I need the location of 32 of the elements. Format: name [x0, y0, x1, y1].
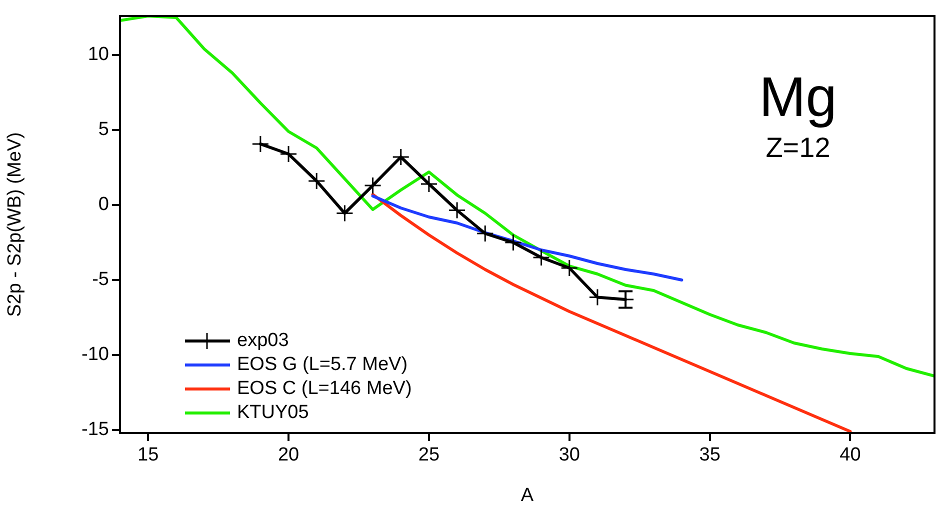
x-tick-label: 15	[138, 444, 159, 466]
x-tick-label: 20	[278, 444, 300, 466]
legend-label: KTUY05	[237, 402, 309, 424]
point	[392, 148, 410, 166]
y-tick-label: -15	[82, 419, 109, 440]
legend-label: EOS G (L=5.7 MeV)	[237, 354, 408, 376]
y-tick-label: -10	[82, 344, 109, 366]
legend-label: exp03	[237, 330, 289, 352]
y-axis-title: S2p - S2p(WB) (MeV)	[4, 132, 26, 317]
point	[280, 145, 298, 163]
point	[476, 224, 494, 242]
legend-label: EOS C (L=146 MeV)	[237, 378, 412, 400]
point	[504, 234, 522, 252]
x-tick-label: 40	[840, 444, 861, 466]
point	[336, 204, 354, 222]
y-tick-label: 5	[98, 119, 109, 140]
point	[532, 248, 550, 266]
point	[364, 176, 382, 194]
x-axis-title: A	[520, 484, 534, 506]
x-tick-label: 30	[558, 444, 580, 466]
x-tick-label: 35	[699, 444, 720, 466]
annotation: Mg	[759, 65, 837, 128]
x-tick-label: 25	[418, 444, 440, 466]
point	[252, 135, 270, 153]
point	[308, 172, 326, 190]
y-tick-label: 0	[98, 194, 109, 216]
y-tick-label: -5	[92, 269, 109, 290]
point	[448, 202, 466, 219]
annotation: Z=12	[766, 132, 830, 163]
point	[560, 259, 578, 277]
point	[420, 175, 438, 193]
y-tick-label: 10	[88, 44, 109, 66]
